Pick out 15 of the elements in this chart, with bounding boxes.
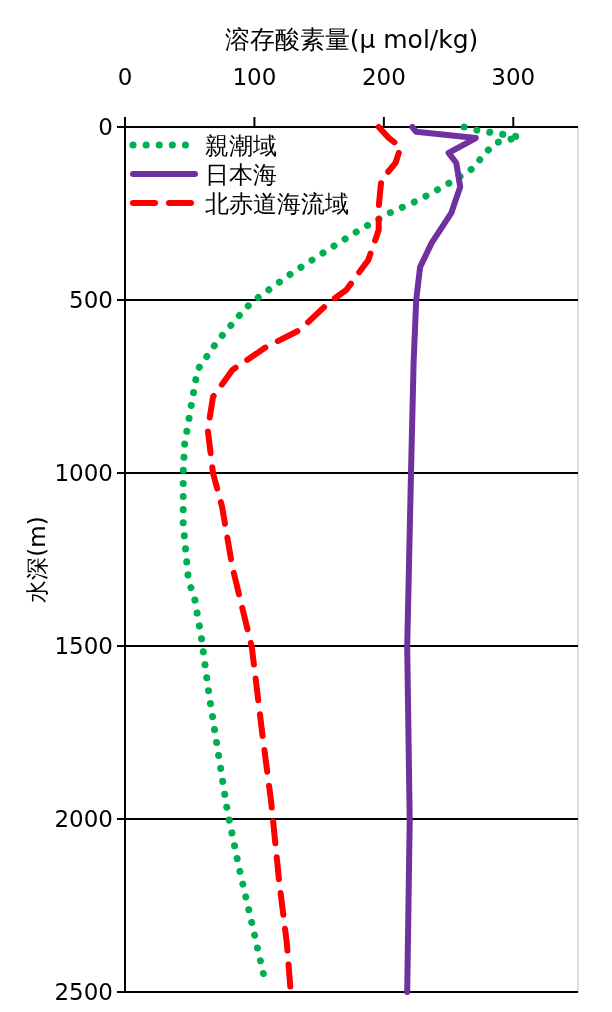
x-tick-label: 300 bbox=[491, 64, 536, 90]
x-tick-label: 0 bbox=[117, 64, 133, 90]
legend-label: 親潮域 bbox=[205, 132, 277, 160]
x-axis-title: 溶存酸素量(μ mol/kg) bbox=[224, 25, 479, 54]
y-tick-label: 500 bbox=[69, 287, 113, 313]
y-tick-label: 2000 bbox=[54, 806, 113, 832]
x-tick-label: 100 bbox=[232, 64, 277, 90]
y-tick-label: 1500 bbox=[54, 633, 113, 659]
legend-label: 日本海 bbox=[205, 161, 277, 189]
legend-label: 北赤道海流域 bbox=[205, 190, 349, 218]
x-tick-label: 200 bbox=[361, 64, 406, 90]
y-tick-label: 0 bbox=[98, 114, 113, 140]
y-tick-label: 1000 bbox=[54, 460, 113, 486]
y-tick-label: 2500 bbox=[54, 979, 113, 1005]
y-axis-title: 水深(m) bbox=[24, 516, 50, 603]
